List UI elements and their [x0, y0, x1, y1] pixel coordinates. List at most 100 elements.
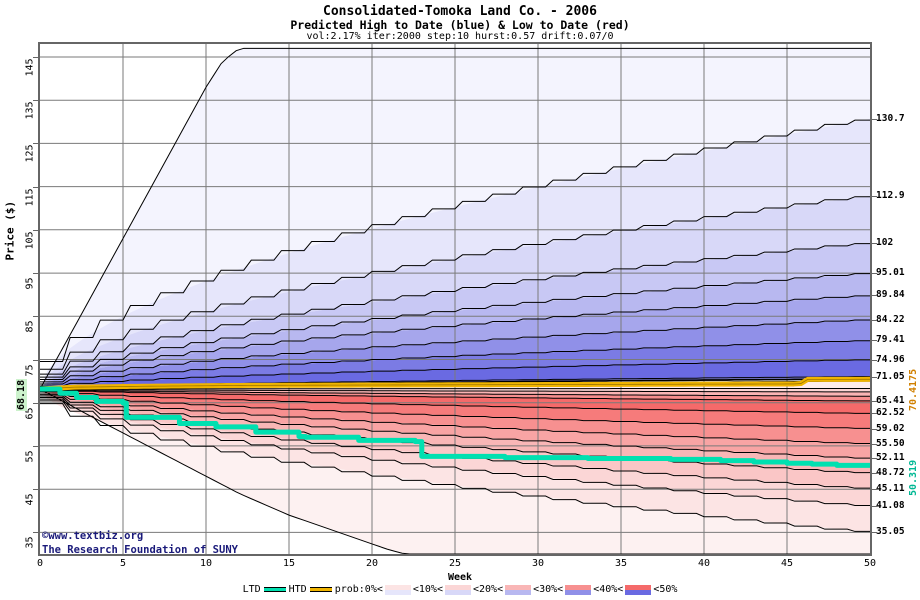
y-tick-mark [33, 316, 38, 318]
htd-end-value-label: 70.4175 [908, 369, 919, 412]
legend-swatch-high [625, 589, 652, 595]
right-value-label: 62.52 [876, 407, 905, 419]
legend-swatch-50 [625, 584, 652, 595]
legend-swatch-20 [444, 584, 471, 595]
right-value-label: 52.11 [876, 452, 905, 464]
legend-p10: <10%< [412, 584, 443, 595]
legend-p40: <40%< [593, 584, 624, 595]
right-value-label: 102 [876, 236, 894, 248]
right-tick-mark [872, 376, 877, 378]
right-value-label: 45.11 [876, 482, 905, 494]
right-tick-mark [872, 473, 877, 475]
right-tick-mark [872, 443, 877, 445]
right-value-label: 41.08 [876, 500, 905, 512]
legend-ltd-label: LTD [242, 584, 261, 595]
legend-swatch-low [625, 584, 652, 590]
legend-swatch-high [565, 589, 592, 595]
x-tick-label: 5 [119, 558, 127, 569]
legend-swatch-low [384, 584, 411, 590]
y-tick-label: 145 [24, 58, 36, 77]
x-tick-label: 20 [365, 558, 379, 569]
legend-swatch-high [384, 589, 411, 595]
y-tick-label: 135 [24, 101, 36, 120]
legend-p30: <30%< [533, 584, 564, 595]
page-title: Consolidated-Tomoka Land Co. - 2006 [323, 4, 597, 19]
x-tick-label: 10 [199, 558, 213, 569]
right-tick-mark [872, 273, 877, 275]
y-tick-mark [33, 229, 38, 231]
y-tick-mark [33, 143, 38, 145]
y-tick-mark [33, 273, 38, 275]
right-value-label: 112.9 [876, 189, 905, 201]
right-tick-mark [872, 295, 877, 297]
chart-subtitle: Predicted High to Date (blue) & Low to D… [290, 18, 630, 32]
right-tick-mark [872, 488, 877, 490]
right-value-label: 79.41 [876, 334, 905, 346]
x-tick-label: 25 [448, 558, 462, 569]
y-tick-mark [33, 489, 38, 491]
start-price-label: 68.18 [16, 378, 27, 411]
y-axis-title: Price ($) [3, 200, 17, 261]
right-value-label: 95.01 [876, 267, 905, 279]
y-tick-label: 125 [24, 144, 36, 163]
right-tick-mark [872, 319, 877, 321]
y-tick-label: 55 [24, 450, 36, 463]
right-tick-mark [872, 532, 877, 534]
right-tick-mark [872, 359, 877, 361]
right-value-label: 65.41 [876, 394, 905, 406]
right-value-label: 71.05 [876, 370, 905, 382]
credit-line-2: The Research Foundation of SUNY [42, 544, 238, 556]
y-tick-label: 115 [24, 188, 36, 207]
y-tick-label: 105 [24, 231, 36, 250]
right-value-label: 74.96 [876, 353, 905, 365]
right-value-label: 48.72 [876, 467, 905, 479]
right-tick-mark [872, 400, 877, 402]
legend-swatch-40 [565, 584, 592, 595]
right-tick-mark [872, 413, 877, 415]
y-tick-mark [33, 402, 38, 404]
legend-swatch-high [505, 589, 532, 595]
y-tick-mark [33, 56, 38, 58]
legend-swatch-low [505, 584, 532, 590]
y-tick-label: 95 [24, 277, 36, 290]
legend-ltd-swatch [263, 587, 286, 592]
chart-canvas [40, 44, 870, 554]
chart-legend: LTD HTD prob:0%< 130.7 <10%< <20%< <30%<… [0, 584, 920, 595]
right-tick-mark [872, 506, 877, 508]
y-tick-mark [33, 532, 38, 534]
y-tick-mark [33, 359, 38, 361]
y-tick-label: 45 [24, 493, 36, 506]
right-value-label: 84.22 [876, 313, 905, 325]
legend-p50: <50% [653, 584, 678, 595]
y-tick-mark [33, 100, 38, 102]
right-value-label: 55.50 [876, 437, 905, 449]
y-tick-label: 85 [24, 320, 36, 333]
y-tick-label: 35 [24, 536, 36, 549]
legend-swatch-low [444, 584, 471, 590]
x-tick-label: 35 [614, 558, 628, 569]
right-value-label: 89.84 [876, 289, 905, 301]
credit-line-1: ©www.textbiz.org [42, 530, 144, 542]
right-value-label: 35.05 [876, 526, 905, 538]
right-tick-mark [872, 118, 877, 120]
chart-plot-area [38, 42, 872, 556]
right-tick-mark [872, 195, 877, 197]
legend-htd-label: HTD [288, 584, 307, 595]
legend-swatch-high [444, 589, 471, 595]
x-tick-label: 50 [863, 558, 877, 569]
right-tick-mark [872, 340, 877, 342]
x-tick-label: 15 [282, 558, 296, 569]
ltd-end-value-label: 50.319 [908, 460, 919, 497]
legend-swatch-30 [505, 584, 532, 595]
y-tick-mark [33, 186, 38, 188]
right-tick-mark [872, 428, 877, 430]
x-tick-label: 30 [531, 558, 545, 569]
x-tick-label: 45 [780, 558, 794, 569]
legend-swatch-low [565, 584, 592, 590]
legend-htd-swatch [309, 587, 332, 592]
right-tick-mark [872, 458, 877, 460]
x-tick-label: 40 [697, 558, 711, 569]
legend-p20: <20%< [472, 584, 504, 595]
x-axis-title: Week [447, 572, 473, 583]
